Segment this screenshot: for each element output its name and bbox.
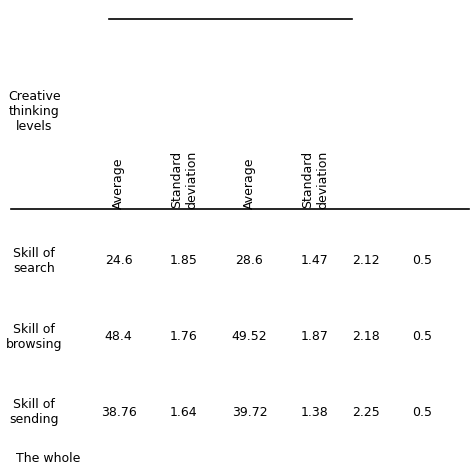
Text: 49.52: 49.52 [232,330,267,343]
Text: The whole: The whole [16,452,80,465]
Text: 39.72: 39.72 [232,406,267,419]
Text: 24.6: 24.6 [105,254,132,267]
Text: Average: Average [112,157,125,209]
Text: Standard
deviation: Standard deviation [301,150,329,209]
Text: 38.76: 38.76 [100,406,137,419]
Text: 1.47: 1.47 [301,254,329,267]
Text: 0.5: 0.5 [412,254,433,267]
Text: Skill of
browsing: Skill of browsing [6,322,63,351]
Text: 1.76: 1.76 [170,330,198,343]
Text: 48.4: 48.4 [105,330,132,343]
Text: 1.64: 1.64 [170,406,198,419]
Text: 28.6: 28.6 [236,254,264,267]
Text: 2.12: 2.12 [353,254,380,267]
Text: Average: Average [243,157,256,209]
Text: Skill of
search: Skill of search [13,246,55,275]
Text: Skill of
sending: Skill of sending [9,398,59,427]
Text: 0.5: 0.5 [412,330,433,343]
Text: Standard
deviation: Standard deviation [170,150,198,209]
Text: 1.87: 1.87 [301,330,329,343]
Text: 2.25: 2.25 [353,406,380,419]
Text: 1.85: 1.85 [170,254,198,267]
Text: 1.38: 1.38 [301,406,329,419]
Text: 2.18: 2.18 [353,330,380,343]
Text: Creative
thinking
levels: Creative thinking levels [8,90,61,133]
Text: 0.5: 0.5 [412,406,433,419]
